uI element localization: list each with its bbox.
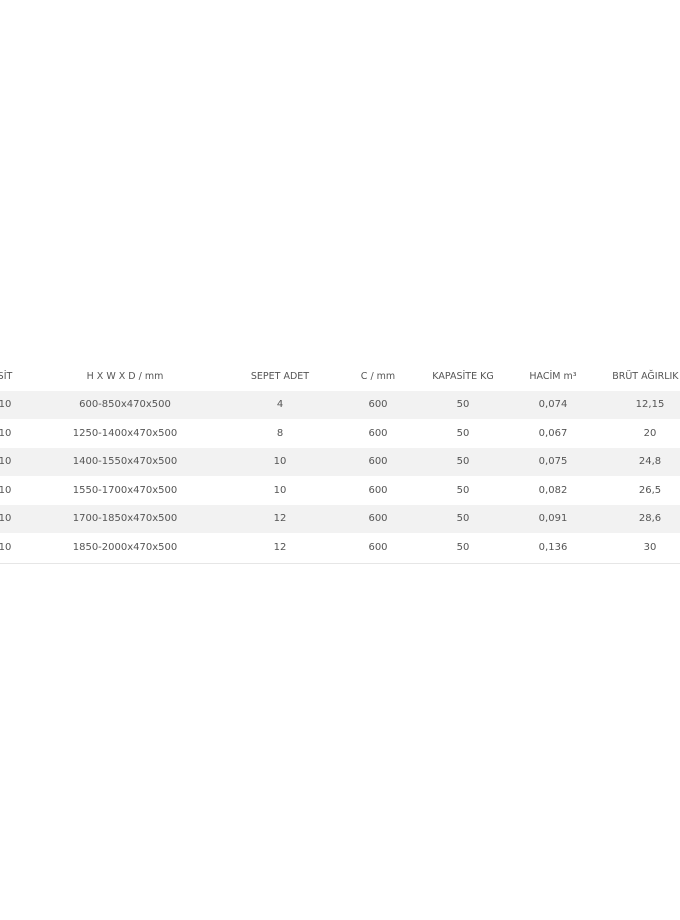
table-cell: 12 — [273, 542, 287, 553]
table-cell: 0,074 — [538, 399, 568, 410]
table-cell: 600 — [368, 513, 388, 525]
table-cell: 28,6 — [638, 513, 662, 525]
table-cell: 1850-2000x470x500 — [72, 542, 178, 553]
table-cell: 600 — [368, 542, 388, 553]
header-cell: HACİM m³ — [529, 371, 577, 382]
table-cell: 1250-1400x470x500 — [72, 427, 178, 439]
table-cell: 1550-1700x470x500 — [72, 484, 178, 496]
row-band — [0, 505, 680, 534]
table-cell: 1700-1850x470x500 — [72, 513, 178, 525]
table-cell: 50 — [456, 513, 470, 525]
row-rule — [0, 562, 680, 564]
table-cell: 50 — [456, 427, 470, 439]
table-cell: 600 — [368, 399, 388, 410]
table-cell: 0,136 — [538, 542, 568, 553]
table-cell: 600 — [368, 484, 388, 496]
table-cell: 12,15 — [635, 399, 665, 410]
table-cell: 0,067 — [538, 427, 568, 439]
table-cell: 10 — [0, 484, 12, 496]
table-cell: 10 — [0, 513, 12, 525]
row-band — [0, 391, 680, 419]
table-cell: 50 — [456, 484, 470, 496]
table-cell: 10 — [273, 484, 287, 496]
header-cell: SİT — [0, 371, 13, 382]
table-cell: 4 — [276, 399, 284, 410]
table-cell: 600 — [368, 456, 388, 468]
table-cell: 10 — [0, 456, 12, 468]
table-cell: 0,091 — [538, 513, 568, 525]
table-cell: 50 — [456, 456, 470, 468]
row-band — [0, 448, 680, 477]
table-cell: 10 — [0, 427, 12, 439]
table-cell: 50 — [456, 542, 470, 553]
table-cell: 26,5 — [638, 484, 662, 496]
table-cell: 8 — [276, 427, 284, 439]
header-cell: H X W X D / mm — [86, 371, 164, 382]
table-cell: 0,075 — [538, 456, 568, 468]
table-cell: 600-850x470x500 — [79, 399, 171, 410]
header-cell: SEPET ADET — [250, 371, 310, 382]
table-cell: 0,082 — [538, 484, 568, 496]
table-cell: 1400-1550x470x500 — [72, 456, 178, 468]
table-cell: 50 — [456, 399, 470, 410]
table-cell: 30 — [643, 542, 657, 553]
header-cell: KAPASİTE KG — [432, 371, 494, 382]
table-cell: 20 — [643, 427, 657, 439]
table-cell: 24,8 — [638, 456, 662, 468]
table-cell: 10 — [0, 399, 12, 410]
header-cell: C / mm — [360, 371, 396, 382]
table-cell: 10 — [0, 542, 12, 553]
header-cell: BRÜT AĞIRLIK K — [612, 371, 680, 382]
table-cell: 10 — [273, 456, 287, 468]
table-cell: 600 — [368, 427, 388, 439]
table-cell: 12 — [273, 513, 287, 525]
